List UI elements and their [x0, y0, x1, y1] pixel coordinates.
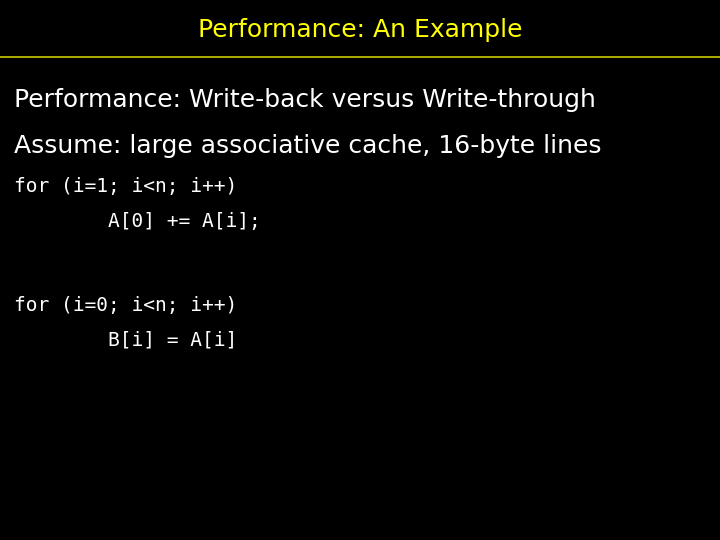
Text: B[i] = A[i]: B[i] = A[i] — [14, 330, 238, 350]
Text: Performance: An Example: Performance: An Example — [198, 18, 522, 42]
Text: Assume: large associative cache, 16-byte lines: Assume: large associative cache, 16-byte… — [14, 134, 602, 158]
Text: for (i=0; i<n; i++): for (i=0; i<n; i++) — [14, 295, 238, 315]
Text: A[0] += A[i];: A[0] += A[i]; — [14, 212, 261, 231]
Text: for (i=1; i<n; i++): for (i=1; i<n; i++) — [14, 177, 238, 196]
Text: Performance: Write-back versus Write-through: Performance: Write-back versus Write-thr… — [14, 88, 596, 112]
